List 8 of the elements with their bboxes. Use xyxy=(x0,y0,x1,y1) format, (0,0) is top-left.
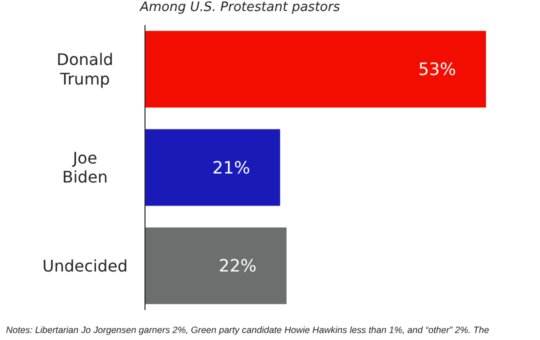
data-label: 22% xyxy=(218,256,257,277)
y-tick-label: Joe Biden xyxy=(62,148,108,187)
data-label: 53% xyxy=(418,60,456,80)
y-tick-label: Donald Trump xyxy=(56,50,114,88)
text: Notes: Libertarian Jo Jorgensen garners 2%, Green party candidate Howie Hawkins less than 1%, and “other” 2%. The xyxy=(6,325,490,335)
chart-subtitle: Among U.S. Protestant pastors xyxy=(139,0,340,15)
y-tick-label: Undecided xyxy=(42,256,128,276)
data-label: 21% xyxy=(212,158,250,178)
